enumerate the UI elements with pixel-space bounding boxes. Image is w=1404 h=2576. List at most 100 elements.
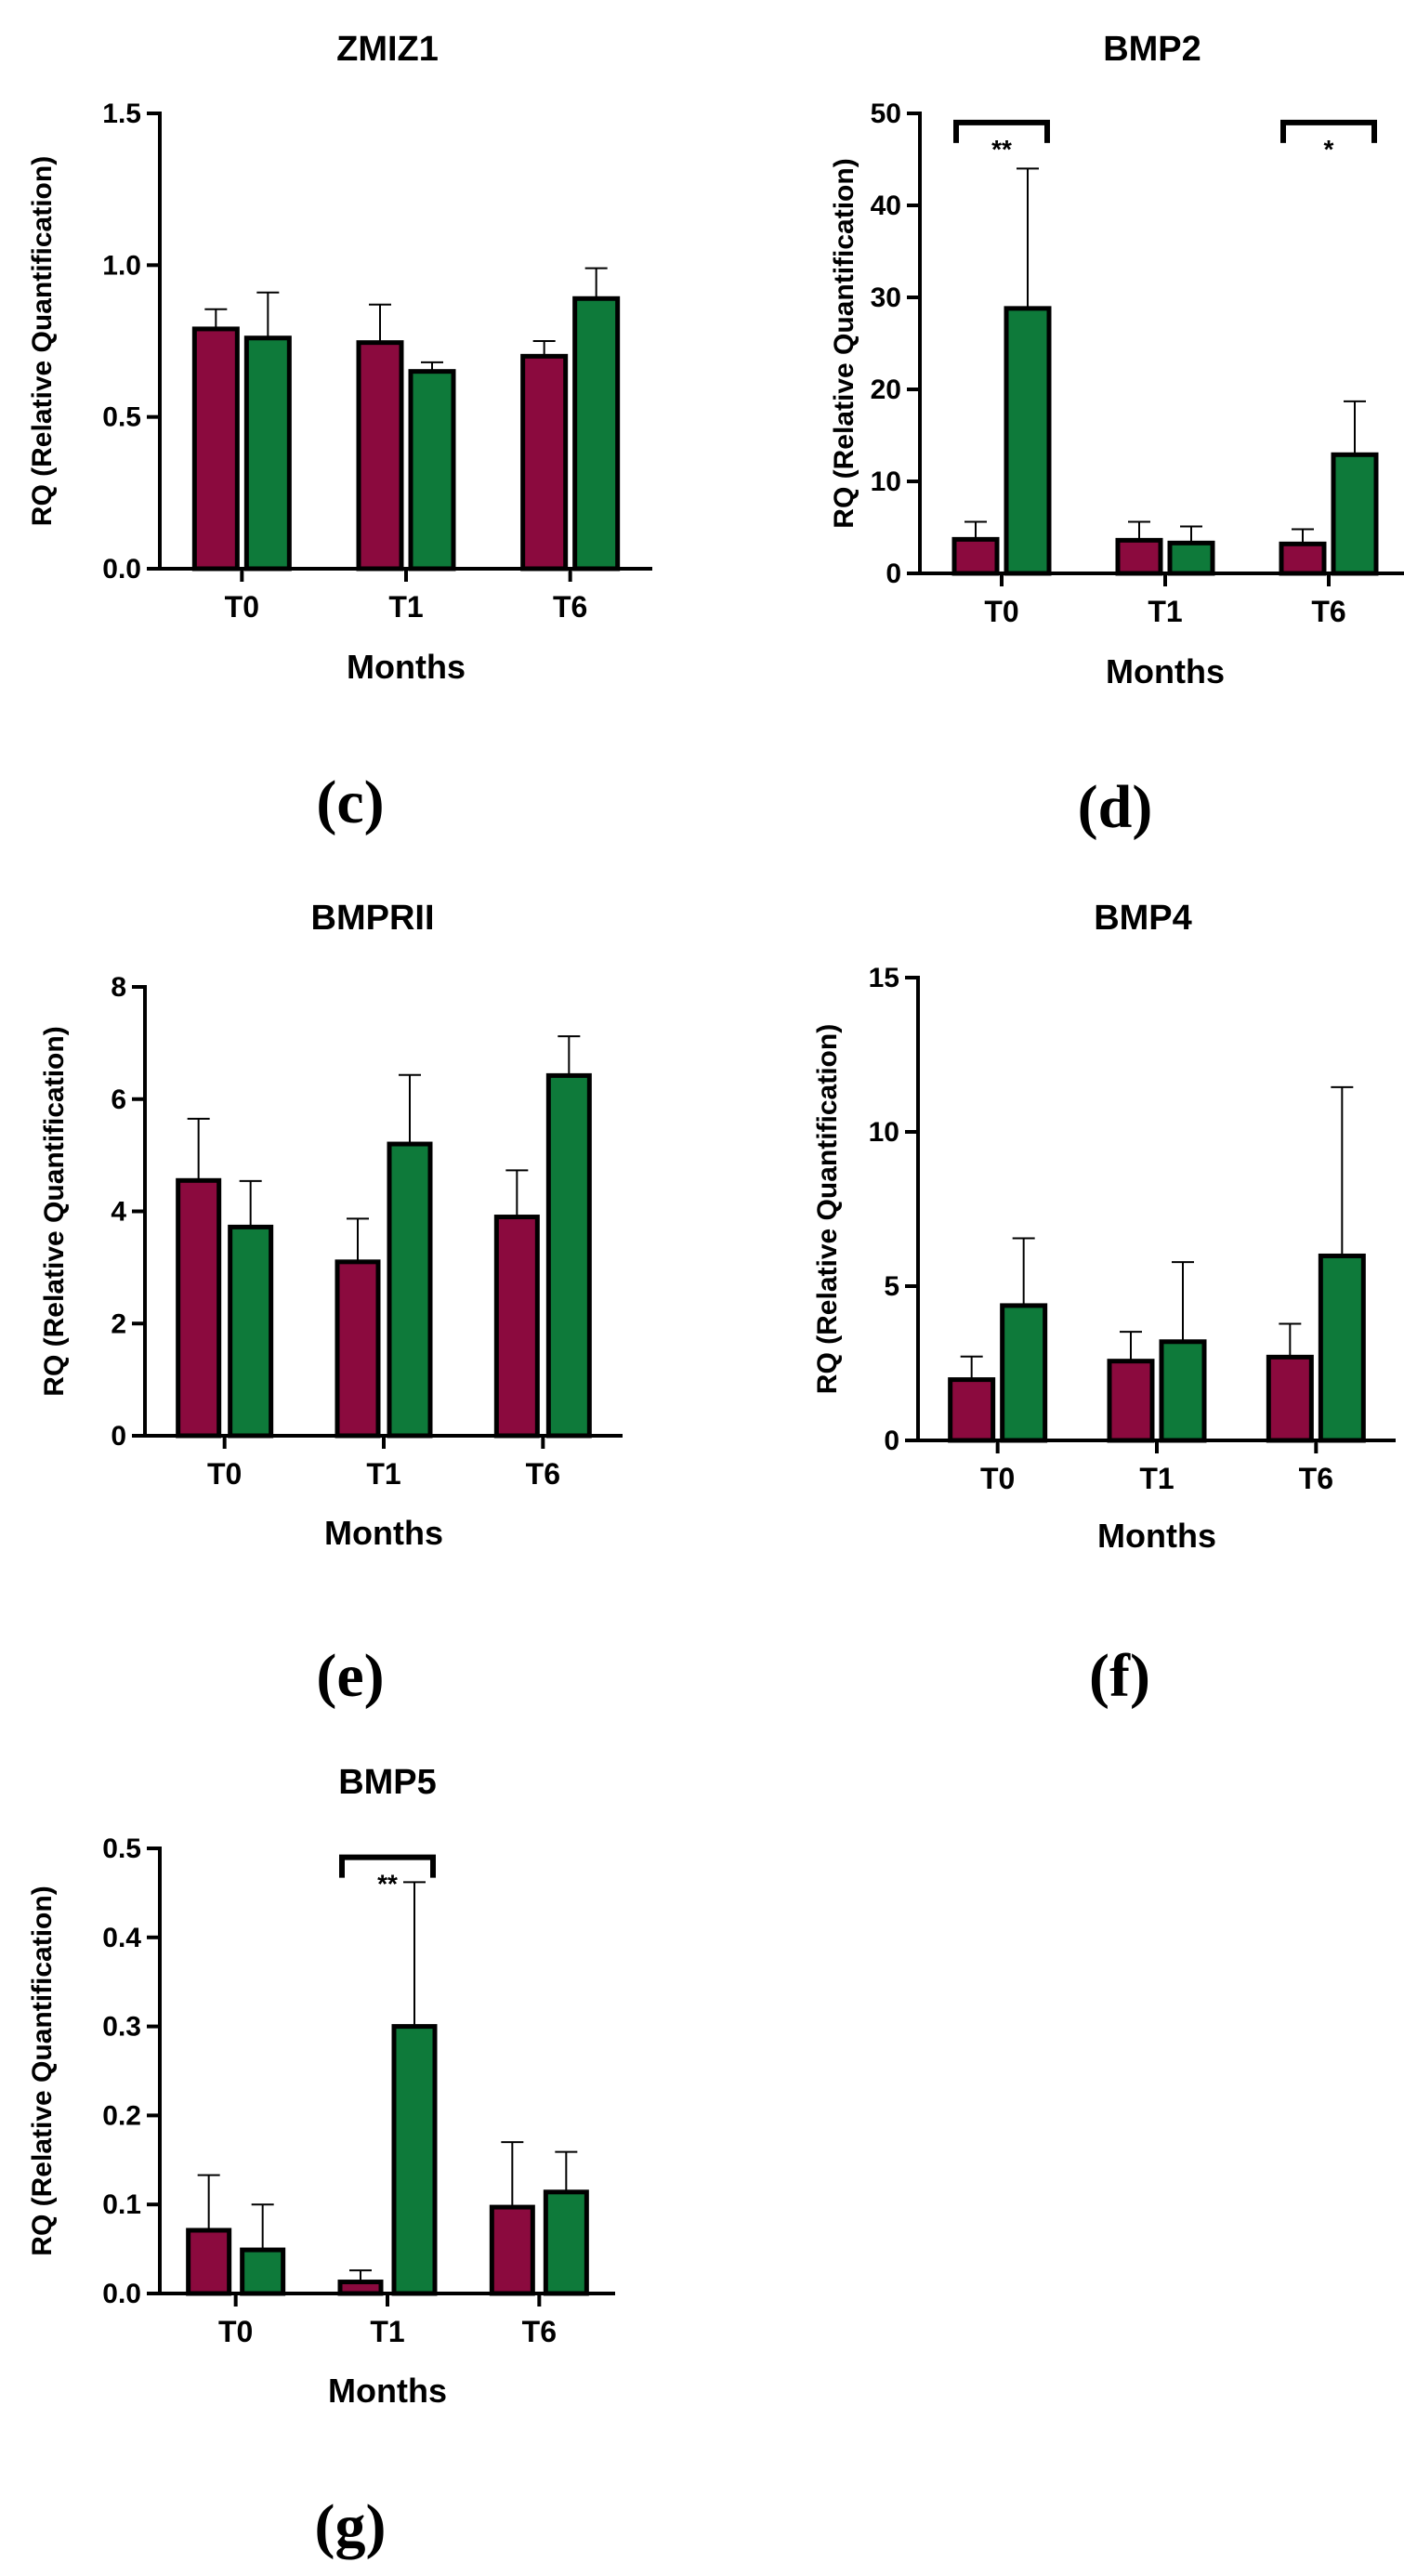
y-tick-label: 0.5 <box>102 402 141 433</box>
chart-panel: ZMIZ1 RQ (Relative Quantification) 0.0 0.5 1… <box>27 30 652 836</box>
y-tick-label: 2 <box>111 1308 126 1339</box>
chart-title: BMPRII <box>311 899 435 938</box>
bar-group_a <box>186 2228 232 2296</box>
bar-group_a <box>356 340 404 572</box>
x-axis-title: Months <box>347 648 466 686</box>
panel-label: (f) <box>1089 1642 1150 1710</box>
y-axis-label: RQ (Relative Quantification) <box>27 156 58 526</box>
bar-group_b <box>1318 1253 1366 1443</box>
y-tick-label: 15 <box>869 963 899 993</box>
x-tick-label: T6 <box>522 2315 557 2348</box>
x-tick-label: T6 <box>553 590 587 624</box>
y-tick-label: 4 <box>111 1197 126 1228</box>
y-axis-label: RQ (Relative Quantification) <box>27 1886 58 2255</box>
bar-group_b <box>1167 540 1215 576</box>
x-tick-label: T6 <box>526 1457 560 1491</box>
significance-label: * <box>1324 135 1334 164</box>
x-axis-title: Months <box>1106 652 1225 690</box>
y-tick-label: 10 <box>869 1117 899 1148</box>
y-tick-label: 50 <box>871 99 901 129</box>
x-tick-label: T1 <box>1139 1462 1174 1495</box>
y-tick-label: 0.5 <box>102 1833 141 1864</box>
bar-group_a <box>1107 1359 1155 1443</box>
chart-title: ZMIZ1 <box>336 30 439 69</box>
y-tick-label: 1.0 <box>102 250 141 281</box>
x-tick-label: T1 <box>1148 595 1182 628</box>
x-tick-label: T0 <box>218 2315 253 2348</box>
y-tick-label: 10 <box>871 467 901 497</box>
x-tick-label: T1 <box>388 590 423 624</box>
y-tick-label: 0 <box>886 559 901 589</box>
bar-group_a <box>520 353 569 572</box>
panel-label: (d) <box>1078 773 1153 841</box>
chart-panel: BMPRII RQ (Relative Quantification) 0 2 4 6 8 T… <box>39 899 623 1710</box>
y-tick-label: 0.2 <box>102 2100 141 2131</box>
y-axis-label: RQ (Relative Quantification) <box>812 1024 843 1394</box>
bar-group_a <box>335 1259 381 1439</box>
x-tick-label: T1 <box>370 2315 404 2348</box>
y-tick-label: 0.0 <box>102 2279 141 2309</box>
bar-group_b <box>572 296 621 572</box>
y-tick-label: 5 <box>884 1271 899 1302</box>
bar-group_a <box>337 2280 384 2296</box>
y-tick-label: 6 <box>111 1084 126 1115</box>
x-tick-label: T6 <box>1311 595 1345 628</box>
bar-group_b <box>243 335 292 572</box>
x-tick-label: T1 <box>366 1457 400 1491</box>
x-tick-label: T6 <box>1299 1462 1333 1495</box>
bar-group_a <box>951 536 1000 576</box>
x-axis-title: Months <box>324 1514 443 1552</box>
significance-label: ** <box>991 135 1012 164</box>
x-tick-label: T0 <box>984 595 1018 628</box>
bar-group_a <box>176 1177 222 1439</box>
y-tick-label: 30 <box>871 283 901 313</box>
bar-group_b <box>240 2247 286 2296</box>
bar-group_a <box>1115 537 1163 576</box>
panel-label: (e) <box>316 1642 384 1710</box>
significance-bracket <box>953 119 1050 143</box>
y-tick-label: 0.1 <box>102 2189 141 2220</box>
bar-group_b <box>1000 1303 1048 1443</box>
bar-group_a <box>1279 541 1327 576</box>
chart-title: BMP4 <box>1094 899 1192 938</box>
bar-group_b <box>391 2024 438 2296</box>
significance-label: ** <box>377 1870 398 1899</box>
y-tick-label: 0.4 <box>102 1923 141 1953</box>
x-tick-label: T0 <box>225 590 259 624</box>
x-axis-title: Months <box>1097 1517 1216 1555</box>
panel-label: (g) <box>315 2492 387 2560</box>
bar-group_b <box>387 1141 433 1439</box>
x-tick-label: T0 <box>207 1457 242 1491</box>
bar-group_a <box>191 326 240 572</box>
y-tick-label: 8 <box>111 972 126 1003</box>
bar-group_b <box>543 2189 589 2296</box>
significance-bracket <box>339 1854 436 1878</box>
y-tick-label: 0.3 <box>102 2012 141 2043</box>
bar-group_a <box>493 1215 540 1439</box>
chart-panel: BMP4 RQ (Relative Quantification) 0 5 10 15 T0… <box>812 899 1396 1710</box>
chart-panel: BMP2 RQ (Relative Quantification) 0 10 20 30 4… <box>829 30 1404 841</box>
y-tick-label: 0 <box>111 1421 126 1452</box>
x-axis-title: Months <box>328 2372 447 2410</box>
y-tick-label: 1.5 <box>102 99 141 129</box>
bar-group_b <box>545 1072 592 1439</box>
bar-group_b <box>1331 452 1379 576</box>
chart-panel: BMP5 RQ (Relative Quantification) 0.0 0.1 0.… <box>27 1763 615 2560</box>
y-tick-label: 0.0 <box>102 554 141 585</box>
panel-label: (c) <box>316 769 384 836</box>
bar-group_a <box>489 2204 535 2296</box>
bar-group_a <box>948 1377 996 1443</box>
chart-title: BMP2 <box>1103 30 1201 69</box>
y-axis-label: RQ (Relative Quantification) <box>39 1026 70 1396</box>
chart-title: BMP5 <box>338 1763 437 1802</box>
bar-group_b <box>408 369 456 572</box>
bar-group_b <box>228 1224 274 1439</box>
bar-group_a <box>1266 1354 1314 1443</box>
y-axis-label: RQ (Relative Quantification) <box>829 158 859 528</box>
y-tick-label: 20 <box>871 375 901 405</box>
bar-group_b <box>1159 1339 1207 1443</box>
bar-group_b <box>1004 306 1052 576</box>
x-tick-label: T0 <box>980 1462 1015 1495</box>
y-tick-label: 40 <box>871 191 901 221</box>
